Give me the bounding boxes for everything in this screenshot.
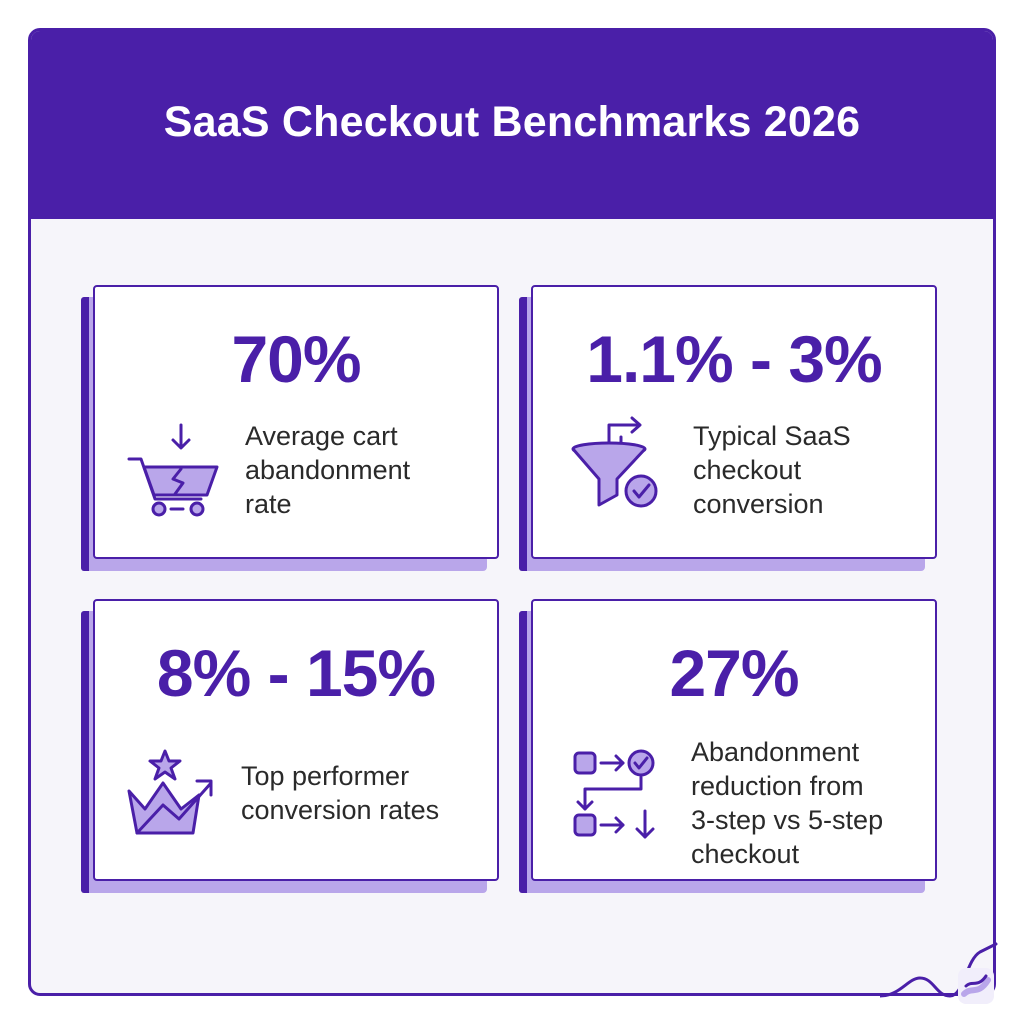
page-title: SaaS Checkout Benchmarks 2026 [163,97,861,146]
stat-description: Typical SaaS checkout conversion [693,421,851,519]
stat-card-step-reduction: 27% Abandonment reduction from 3-step vs… [519,599,937,893]
stat-card-conversion: 1.1% - 3% Typical SaaS checkout conversi… [519,285,937,571]
stat-card-top-performer: 8% - 15% Top performer conversion rates [81,599,499,893]
infographic-frame: SaaS Checkout Benchmarks 2026 70% Averag… [28,28,996,996]
header-banner: SaaS Checkout Benchmarks 2026 [31,31,993,219]
stat-description: Abandonment reduction from 3-step vs 5-s… [691,737,884,869]
step-flow-icon [573,749,655,839]
brand-logo-icon [958,968,994,1004]
stat-value: 8% - 15% [156,636,436,710]
stat-card-abandonment: 70% Average cart abandonment rate [81,285,499,571]
funnel-check-icon [571,416,658,508]
stat-value: 1.1% - 3% [586,322,882,396]
stat-value: 70% [231,322,361,396]
stat-description: Top performer conversion rates [241,761,440,825]
broken-cart-icon [127,423,219,517]
stat-value: 27% [669,636,799,710]
stat-description: Average cart abandonment rate [245,421,411,519]
crown-growth-icon [127,749,213,835]
